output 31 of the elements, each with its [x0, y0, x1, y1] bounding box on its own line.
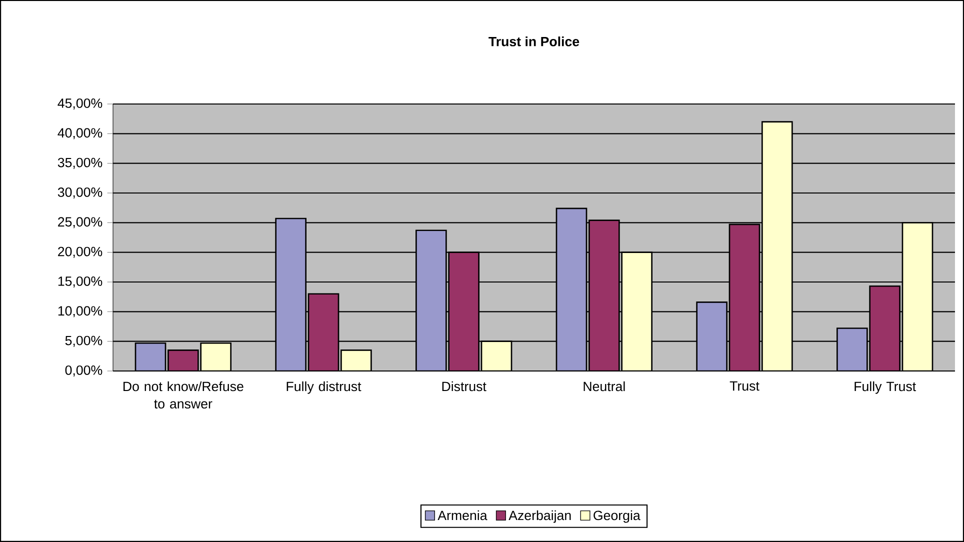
bar	[275, 218, 307, 371]
x-tick-label: Do not know/Refuse to answer	[123, 381, 244, 409]
bar	[902, 222, 934, 371]
y-tick-label: 5,00%	[65, 336, 102, 347]
bar	[761, 121, 793, 371]
y-tick-label: 25,00%	[58, 217, 102, 228]
bar	[200, 342, 232, 371]
bar	[696, 301, 728, 371]
x-tick-label: Fully distrust	[286, 381, 362, 394]
legend-label: Azerbaijan	[508, 510, 571, 523]
y-tick-label: 20,00%	[58, 246, 102, 258]
y-tick-label: 40,00%	[58, 128, 102, 140]
legend-label: Armenia	[438, 510, 488, 520]
legend-label: Georgia	[594, 510, 640, 523]
x-tick-label: Distrust	[442, 381, 486, 392]
bar	[134, 342, 166, 371]
x-tick-label: Neutral	[584, 381, 625, 392]
y-tick-label: 0,00%	[65, 365, 102, 377]
bar	[416, 230, 447, 371]
y-tick-label: 15,00%	[58, 276, 102, 288]
bar	[836, 328, 868, 371]
bar	[621, 252, 652, 371]
bar	[556, 208, 588, 371]
y-tick-label: 45,00%	[58, 98, 102, 110]
bar	[480, 340, 512, 371]
y-tick-label: 35,00%	[58, 158, 102, 169]
chart-title: Trust in Police	[488, 36, 580, 46]
y-tick-label: 30,00%	[58, 187, 102, 199]
x-tick-label: Fully Trust	[854, 381, 916, 394]
y-tick-label: 10,00%	[58, 306, 102, 318]
x-tick-label: Trust	[730, 381, 760, 391]
